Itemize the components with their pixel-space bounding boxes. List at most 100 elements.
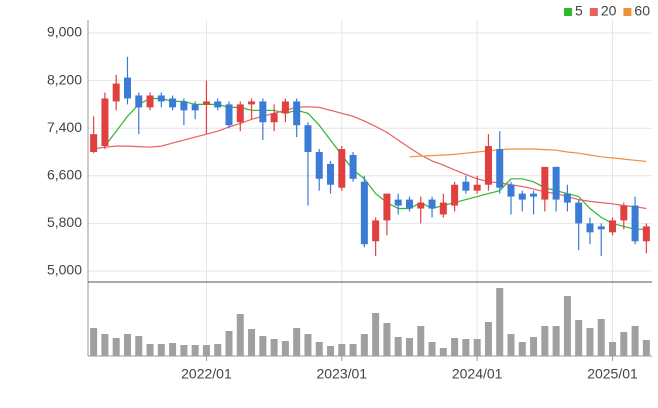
- volume-bar: [236, 314, 244, 356]
- volume-bar: [293, 328, 301, 356]
- volume-bar: [180, 345, 188, 356]
- candle-body: [552, 166, 560, 200]
- candle-body: [383, 193, 391, 221]
- volume-bar: [225, 331, 233, 356]
- candle-body: [642, 226, 650, 242]
- volume-bar: [405, 338, 413, 356]
- candle-body: [236, 104, 244, 123]
- volume-bar: [462, 339, 470, 356]
- volume-bar: [169, 343, 177, 356]
- volume-bar: [620, 332, 628, 356]
- volume-bar: [123, 334, 131, 356]
- candle-body: [428, 199, 436, 209]
- candle-body: [123, 77, 131, 99]
- volume-bar: [473, 339, 481, 356]
- candle-body: [90, 134, 98, 152]
- candle-body: [620, 205, 628, 221]
- candle-body: [157, 95, 165, 102]
- candle-body: [327, 163, 335, 185]
- candle-body: [315, 152, 323, 179]
- volume-bar: [202, 345, 210, 356]
- candle-body: [394, 199, 402, 206]
- candle-body: [338, 149, 346, 188]
- volume-bar: [417, 326, 425, 356]
- volume-bar: [248, 329, 256, 356]
- legend-label: 60: [634, 3, 650, 19]
- candle-body: [597, 226, 605, 230]
- candle-body: [135, 95, 143, 108]
- y-tick-label: 8,200: [47, 71, 82, 87]
- volume-bar: [259, 336, 267, 356]
- volume-bar: [439, 348, 447, 356]
- x-tick-label: 2023/01: [316, 366, 367, 382]
- candle-body: [563, 193, 571, 203]
- candle-body: [496, 149, 504, 188]
- candle-body: [180, 101, 188, 111]
- candle-body: [214, 101, 222, 108]
- candle-body: [530, 193, 538, 197]
- candle-body: [281, 101, 289, 114]
- candle-body: [507, 184, 515, 197]
- x-tick-label: 2022/01: [181, 366, 232, 382]
- y-tick-label: 7,400: [47, 119, 82, 135]
- candle-body: [202, 101, 210, 105]
- volume-bar: [214, 344, 222, 356]
- y-tick-label: 5,000: [47, 262, 82, 278]
- volume-bar: [552, 326, 560, 356]
- volume-bar: [270, 339, 278, 356]
- legend-swatch: [564, 8, 573, 16]
- candle-body: [169, 98, 177, 108]
- volume-bar: [484, 322, 492, 356]
- candle-body: [372, 220, 380, 242]
- volume-bar: [631, 326, 639, 356]
- candle-body: [586, 223, 594, 233]
- volume-bar: [518, 342, 526, 356]
- volume-bar: [90, 328, 98, 356]
- legend-label: 20: [601, 3, 617, 19]
- legend-swatch: [623, 8, 632, 16]
- volume-bar: [327, 346, 335, 356]
- candle-body: [575, 202, 583, 224]
- candle-body: [462, 181, 470, 191]
- candle-body: [259, 101, 267, 123]
- y-tick-label: 6,600: [47, 167, 82, 183]
- volume-bar: [496, 288, 504, 356]
- volume-bar: [609, 342, 617, 356]
- candle-body: [451, 184, 459, 206]
- candle-body: [518, 193, 526, 200]
- candle-body: [473, 184, 481, 191]
- x-tick-label: 2025/01: [587, 366, 638, 382]
- volume-bar: [281, 341, 289, 356]
- volume-bar: [563, 296, 571, 356]
- candle-body: [270, 113, 278, 123]
- legend: 60 20 5: [564, 3, 650, 19]
- volume-bar: [360, 334, 368, 356]
- volume-bar: [642, 340, 650, 356]
- volume-bar: [315, 342, 323, 356]
- candle-body: [360, 181, 368, 245]
- volume-bar: [428, 342, 436, 356]
- volume-bar: [146, 344, 154, 356]
- volume-bar: [372, 313, 380, 356]
- volume-bar: [112, 338, 120, 356]
- candle-body: [293, 101, 301, 126]
- volume-bar: [338, 344, 346, 356]
- x-tick-label: 2024/01: [452, 366, 503, 382]
- candle-body: [631, 205, 639, 242]
- candle-body: [304, 125, 312, 152]
- candle-body: [101, 98, 109, 147]
- candle-body: [417, 202, 425, 209]
- volume-bar: [135, 336, 143, 356]
- candle-body: [146, 95, 154, 108]
- y-tick-label: 5,800: [47, 214, 82, 230]
- candle-body: [484, 146, 492, 185]
- legend-swatch: [589, 8, 598, 16]
- volume-bar: [157, 344, 165, 356]
- candle-body: [225, 104, 233, 126]
- candle-body: [349, 154, 357, 179]
- ma-line: [409, 148, 647, 163]
- candle-body: [248, 101, 256, 105]
- candle-body: [405, 199, 413, 209]
- volume-bar: [507, 334, 515, 356]
